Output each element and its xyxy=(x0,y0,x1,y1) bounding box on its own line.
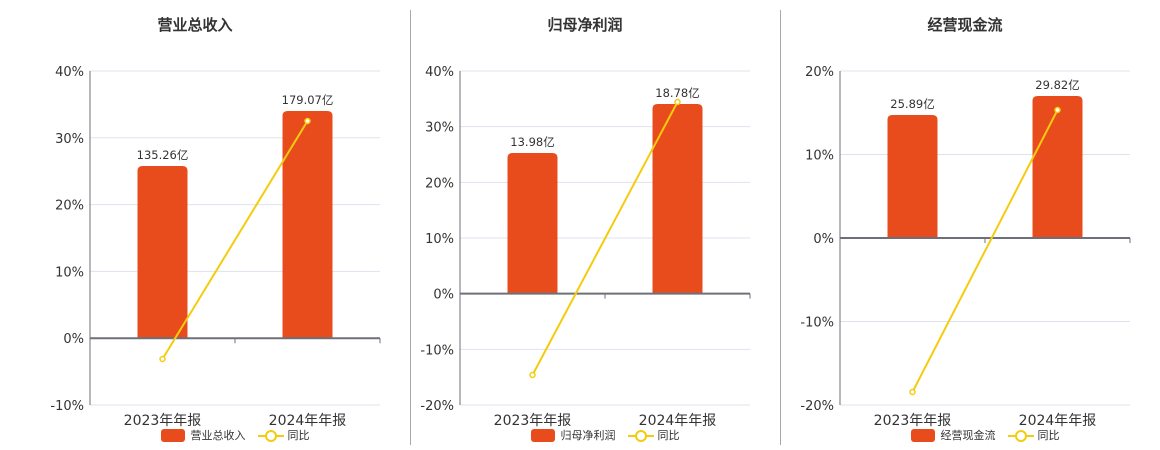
bar-value-label: 18.78亿 xyxy=(655,86,699,100)
yoy-line xyxy=(161,120,309,360)
chart-panel-operating-cashflow: 经营现金流 20% 10% 0% -10% -20% 25.89亿 2023年年报 29.82亿… xyxy=(770,0,1160,450)
divider-1 xyxy=(410,10,411,445)
legend-line-label[interactable]: 同比 xyxy=(287,429,310,442)
bar[interactable] xyxy=(282,111,333,339)
y-tick-label: 30% xyxy=(425,121,454,136)
legend-bar-swatch-icon[interactable] xyxy=(160,428,185,442)
y-tick-label: 40% xyxy=(55,65,84,80)
yoy-line xyxy=(911,109,1059,393)
chart-title: 归母净利润 xyxy=(547,16,623,34)
legend-bar-label[interactable]: 经营现金流 xyxy=(940,429,996,442)
bar-value-label: 179.07亿 xyxy=(282,93,334,107)
yoy-point[interactable] xyxy=(1054,106,1061,114)
legend-line-marker-icon[interactable] xyxy=(1007,429,1034,442)
legend-bar-swatch-icon[interactable] xyxy=(530,428,555,442)
chart-legend: 经营现金流 同比 xyxy=(790,427,1160,443)
chart-panel-net-profit: 归母净利润 40% 30% 20% 10% 0% -10% -20% 13.98亿 2023年年报… xyxy=(390,0,780,450)
y-tick-label: -20% xyxy=(800,399,834,414)
y-tick-label: 0% xyxy=(813,232,834,247)
bar[interactable] xyxy=(507,153,558,294)
bar[interactable] xyxy=(887,115,938,238)
x-category-label: 2023年年报 xyxy=(124,413,202,429)
y-tick-label: 0% xyxy=(63,332,84,347)
legend-bar-swatch-icon[interactable] xyxy=(910,428,935,442)
yoy-point[interactable] xyxy=(674,98,681,106)
chart-legend: 归母净利润 同比 xyxy=(410,427,800,443)
yoy-point[interactable] xyxy=(159,355,166,363)
legend-line-marker-icon[interactable] xyxy=(627,429,654,442)
y-tick-label: -10% xyxy=(800,316,834,331)
legend-line-label[interactable]: 同比 xyxy=(657,429,680,442)
x-category-label: 2023年年报 xyxy=(874,413,952,429)
chart-panel-revenue: 营业总收入 40% 30% 20% 10% 0% -10% 135.26亿 2023年年报 179… xyxy=(0,0,390,450)
bar-value-label: 13.98亿 xyxy=(510,135,554,149)
yoy-point[interactable] xyxy=(529,371,536,379)
chart-plot: 20% 10% 0% -10% -20% 25.89亿 2023年年报 29.82亿 2024年… xyxy=(800,65,1131,429)
y-tick-label: 20% xyxy=(425,176,454,191)
y-tick-label: -20% xyxy=(420,399,454,414)
y-tick-label: 10% xyxy=(55,265,84,280)
x-category-label: 2024年年报 xyxy=(639,413,717,429)
legend-bar-label[interactable]: 归母净利润 xyxy=(560,429,616,442)
y-tick-label: 20% xyxy=(55,199,84,214)
y-tick-label: 10% xyxy=(805,149,834,164)
bar-value-label: 29.82亿 xyxy=(1035,78,1079,92)
y-tick-label: 10% xyxy=(425,232,454,247)
legend-bar-label[interactable]: 营业总收入 xyxy=(190,429,246,442)
y-tick-label: -10% xyxy=(420,343,454,358)
y-tick-label: 40% xyxy=(425,65,454,80)
y-tick-label: -10% xyxy=(50,399,84,414)
bar[interactable] xyxy=(137,166,188,339)
bar-value-label: 135.26亿 xyxy=(137,148,189,162)
chart-title: 经营现金流 xyxy=(927,16,1003,34)
yoy-point[interactable] xyxy=(909,388,916,396)
y-tick-label: 20% xyxy=(805,65,834,80)
y-tick-label: 30% xyxy=(55,132,84,147)
yoy-point[interactable] xyxy=(304,117,311,125)
chart-title: 营业总收入 xyxy=(157,16,233,34)
bar[interactable] xyxy=(652,104,703,294)
y-tick-label: 0% xyxy=(433,288,454,303)
chart-plot: 40% 30% 20% 10% 0% -10% 135.26亿 2023年年报 179.07亿 2… xyxy=(50,65,381,429)
yoy-line xyxy=(531,101,679,376)
chart-legend: 营业总收入 同比 xyxy=(40,427,430,443)
divider-2 xyxy=(780,10,781,445)
bar-value-label: 25.89亿 xyxy=(890,97,934,111)
x-category-label: 2023年年报 xyxy=(494,413,572,429)
bar[interactable] xyxy=(1032,96,1083,238)
legend-line-label[interactable]: 同比 xyxy=(1037,429,1060,442)
x-category-label: 2024年年报 xyxy=(1019,413,1097,429)
chart-plot: 40% 30% 20% 10% 0% -10% -20% 13.98亿 2023年年报 18.78… xyxy=(420,65,751,429)
x-category-label: 2024年年报 xyxy=(269,413,347,429)
legend-line-marker-icon[interactable] xyxy=(257,429,284,442)
